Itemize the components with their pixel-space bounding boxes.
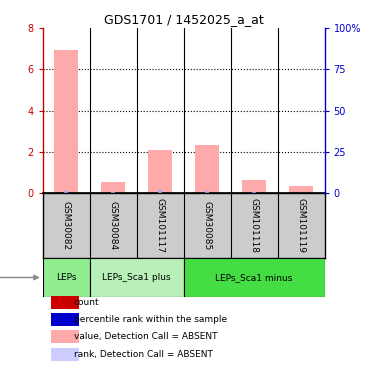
Text: LEPs: LEPs: [56, 273, 76, 282]
Bar: [196, 145, 219, 194]
Text: GSM101118: GSM101118: [250, 198, 259, 254]
Text: LEPs_Sca1 minus: LEPs_Sca1 minus: [216, 273, 293, 282]
Text: LEPs_Sca1 plus: LEPs_Sca1 plus: [102, 273, 171, 282]
Bar: [51, 330, 79, 343]
Text: count: count: [74, 298, 99, 307]
Text: percentile rank within the sample: percentile rank within the sample: [74, 315, 227, 324]
Text: cell type: cell type: [0, 273, 38, 282]
Bar: [184, 258, 325, 297]
Bar: [252, 192, 256, 194]
Title: GDS1701 / 1452025_a_at: GDS1701 / 1452025_a_at: [104, 13, 263, 26]
Bar: [51, 296, 79, 309]
Text: GSM30082: GSM30082: [62, 201, 70, 250]
Bar: [51, 348, 79, 361]
Text: rank, Detection Call = ABSENT: rank, Detection Call = ABSENT: [74, 350, 213, 359]
Bar: [299, 192, 303, 194]
Bar: [111, 192, 115, 194]
Bar: [158, 190, 162, 194]
Bar: [64, 191, 68, 194]
Bar: [51, 313, 79, 326]
Bar: [148, 150, 172, 194]
Bar: [289, 186, 313, 194]
Bar: [101, 182, 125, 194]
Text: GSM30084: GSM30084: [109, 201, 118, 250]
Text: GSM101119: GSM101119: [297, 198, 306, 254]
Text: GSM30085: GSM30085: [203, 201, 211, 250]
Bar: [205, 191, 209, 194]
Bar: [242, 180, 266, 194]
Text: value, Detection Call = ABSENT: value, Detection Call = ABSENT: [74, 332, 217, 341]
Bar: [55, 50, 78, 194]
Bar: [90, 258, 184, 297]
Text: GSM101117: GSM101117: [156, 198, 165, 254]
Bar: [43, 258, 90, 297]
